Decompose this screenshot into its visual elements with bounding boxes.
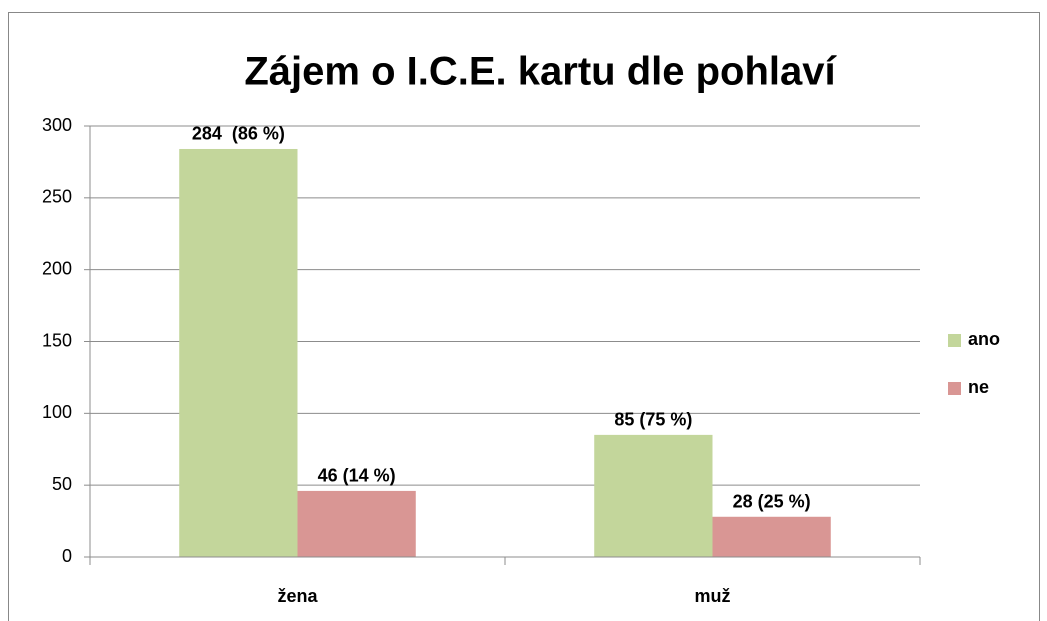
x-tick-label: žena [277, 586, 318, 606]
data-label: 28 (25 %) [733, 492, 811, 512]
y-tick-label: 0 [62, 546, 72, 566]
chart-title: Zájem o I.C.E. kartu dle pohlaví [244, 50, 837, 94]
legend-swatch [948, 334, 961, 347]
legend-label: ano [968, 329, 1000, 349]
bar [179, 148, 298, 557]
data-label: 284 (86 %) [192, 124, 285, 144]
bar [594, 434, 713, 557]
x-tick-label: muž [695, 586, 731, 606]
data-label: 85 (75 %) [614, 410, 692, 430]
y-tick-label: 50 [52, 474, 72, 494]
data-label: 46 (14 %) [318, 466, 396, 486]
bar [297, 490, 416, 557]
chart-frame [8, 12, 1040, 621]
y-tick-label: 250 [42, 187, 72, 207]
y-tick-label: 200 [42, 258, 72, 278]
y-tick-label: 100 [42, 402, 72, 422]
y-tick-label: 150 [42, 330, 72, 350]
y-tick-label: 300 [42, 115, 72, 135]
legend-label: ne [968, 377, 989, 397]
legend-swatch [948, 382, 961, 395]
bar [712, 516, 831, 557]
